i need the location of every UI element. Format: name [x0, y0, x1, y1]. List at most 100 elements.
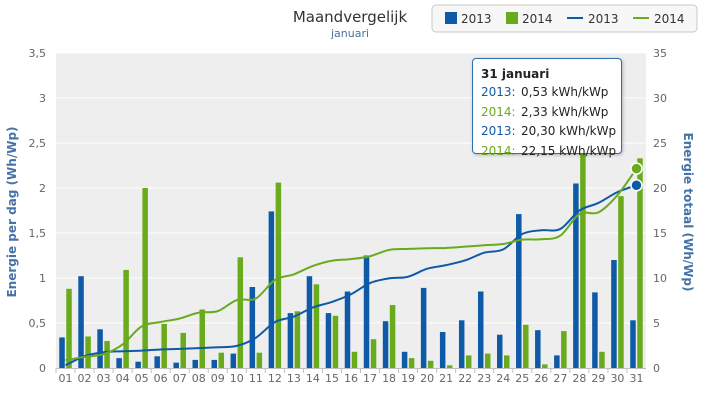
y-tick-left: 0,5 — [29, 317, 47, 330]
x-tick-label: 19 — [401, 372, 415, 385]
bar-2013 — [439, 332, 446, 368]
legend-symbol-2013-bar — [445, 12, 457, 24]
y-tick-left: 1,5 — [29, 227, 47, 240]
bar-2013 — [401, 351, 408, 368]
y-tick-right: 0 — [653, 362, 660, 375]
bar-2014 — [180, 332, 186, 368]
x-tick-label: 15 — [325, 372, 339, 385]
y-tick-left: 2 — [39, 182, 46, 195]
bar-2014 — [66, 288, 72, 368]
bar-2014 — [561, 331, 567, 368]
y-tick-right: 35 — [653, 47, 667, 60]
x-tick-label: 04 — [116, 372, 130, 385]
x-tick-label: 27 — [553, 372, 567, 385]
x-tick-label: 09 — [211, 372, 225, 385]
legend-item-2014-bar[interactable]: 2014 — [506, 12, 553, 26]
bar-2013 — [611, 260, 617, 368]
bar-2014 — [637, 158, 643, 368]
bar-2014 — [523, 324, 529, 368]
y-tick-right: 20 — [653, 182, 667, 195]
bar-2013 — [230, 353, 237, 368]
bar-2014 — [580, 152, 586, 368]
y-tick-left: 0 — [39, 362, 46, 375]
legend-label-2013-line: 2013 — [588, 12, 619, 26]
bar-2013 — [458, 320, 465, 368]
bar-2013 — [268, 211, 275, 368]
legend-item-2013-line[interactable]: 2013 — [567, 12, 619, 26]
bar-2014 — [199, 309, 205, 368]
legend-item-2013-bar[interactable]: 2013 — [445, 12, 492, 26]
x-tick-label: 23 — [477, 372, 491, 385]
bar-2013 — [59, 337, 65, 368]
x-tick-label: 10 — [230, 372, 244, 385]
bar-2014 — [256, 352, 263, 368]
x-tick-label: 24 — [496, 372, 510, 385]
y-tick-left: 3,5 — [29, 47, 47, 60]
x-tick-label: 13 — [287, 372, 301, 385]
bar-2013 — [116, 358, 122, 368]
bar-2014 — [504, 355, 510, 368]
bar-2014 — [275, 182, 282, 368]
tooltip-label: 2014: — [481, 104, 516, 119]
legend-box — [431, 4, 698, 33]
y-tick-right: 15 — [653, 227, 667, 240]
x-tick-label: 21 — [439, 372, 453, 385]
y-axis-right-title: Energie totaal (Wh/Wp) — [681, 133, 695, 292]
legend-label-2014-bar: 2014 — [522, 12, 553, 26]
x-tick-label: 14 — [306, 372, 320, 385]
bar-2014 — [618, 196, 624, 368]
tooltip-title: 31 januari — [481, 67, 550, 81]
x-tick-label: 05 — [135, 372, 149, 385]
bar-2014 — [294, 311, 301, 368]
x-tick-label: 11 — [249, 372, 263, 385]
legend-label-2013-bar: 2013 — [461, 12, 492, 26]
bar-2014 — [465, 355, 472, 368]
tooltip-label: 2013: — [481, 124, 516, 138]
bar-2013 — [325, 313, 332, 368]
bar-2014 — [218, 352, 225, 368]
y-tick-right: 25 — [653, 137, 667, 150]
x-tick-label: 07 — [173, 372, 187, 385]
tooltip-row-2014-total: 2014: 22,15 kWh/kWp — [481, 144, 621, 164]
bar-2014 — [332, 315, 339, 368]
marker-2014 — [630, 162, 643, 175]
bar-2013 — [287, 313, 294, 368]
legend-symbol-2014-bar — [506, 12, 518, 24]
legend-label-2014-line: 2014 — [654, 12, 685, 26]
x-tick-label: 29 — [591, 372, 605, 385]
bar-2013 — [192, 359, 198, 368]
x-tick-label: 20 — [420, 372, 434, 385]
tooltip-label: 2013: — [481, 85, 516, 99]
bar-2014 — [237, 257, 244, 368]
y-axis-left-title: Energie per dag (Wh/Wp) — [5, 126, 19, 297]
y-tick-right: 5 — [653, 317, 660, 330]
x-tick-label: 03 — [97, 372, 111, 385]
x-tick-label: 30 — [610, 372, 624, 385]
bar-2013 — [344, 291, 351, 368]
tooltip-label: 2014: — [481, 143, 516, 158]
x-tick-label: 18 — [382, 372, 396, 385]
bar-2013 — [516, 214, 522, 368]
tooltip-value: 22,15 kWh/kWp — [521, 143, 617, 158]
bar-2014 — [542, 364, 548, 368]
y-tick-left: 3 — [39, 92, 46, 105]
bar-2014 — [161, 323, 167, 368]
bar-2014 — [104, 341, 110, 368]
bar-2013 — [363, 255, 370, 368]
legend-item-2014-line[interactable]: 2014 — [633, 12, 685, 26]
bar-2013 — [630, 320, 636, 368]
x-tick-label: 02 — [78, 372, 92, 385]
x-tick-label: 16 — [344, 372, 358, 385]
x-tick-label: 28 — [572, 372, 586, 385]
tooltip: 31 januari 2013: 0,53 kWh/kWp 2014: 2,33 k… — [472, 58, 622, 158]
bar-2014 — [123, 269, 129, 368]
bar-2013 — [211, 359, 218, 368]
bar-2014 — [142, 188, 148, 368]
x-tick-label: 31 — [629, 372, 643, 385]
marker-2013 — [630, 179, 643, 192]
tooltip-row-2013-day: 2013: 0,53 kWh/kWp — [481, 85, 621, 105]
bar-2014 — [313, 284, 320, 368]
x-tick-label: 08 — [192, 372, 206, 385]
bar-2014 — [370, 339, 377, 368]
